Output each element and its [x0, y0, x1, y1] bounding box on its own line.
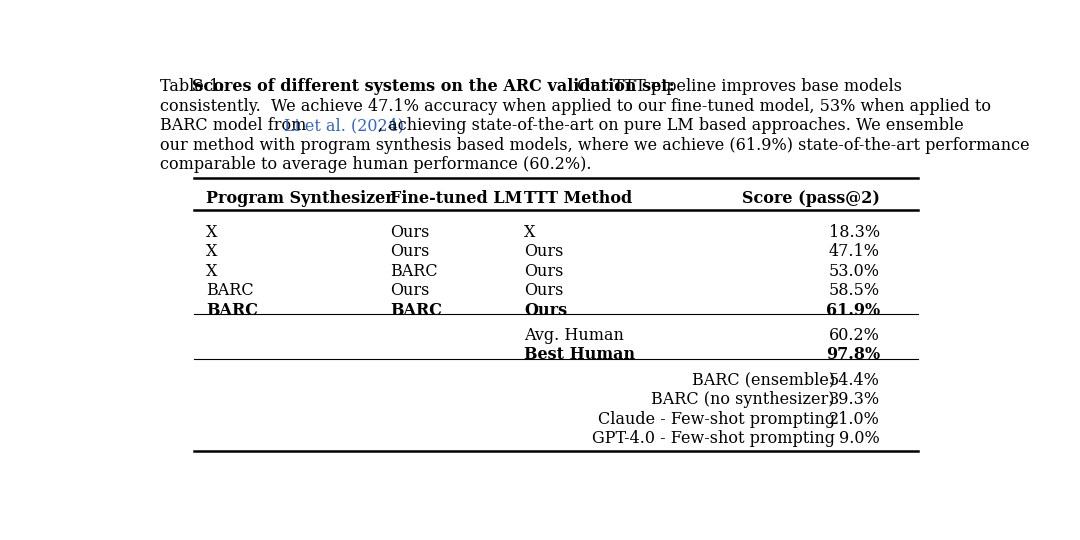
Text: BARC: BARC [206, 302, 258, 319]
Text: BARC: BARC [206, 282, 254, 299]
Text: 60.2%: 60.2% [829, 327, 880, 344]
Text: Ours: Ours [390, 224, 430, 241]
Text: Ours: Ours [524, 302, 567, 319]
Text: Li et al. (2024): Li et al. (2024) [284, 117, 404, 134]
Text: Program Synthesizer: Program Synthesizer [206, 191, 394, 207]
Text: 53.0%: 53.0% [829, 263, 880, 280]
Text: BARC model from: BARC model from [160, 117, 312, 134]
Text: BARC (no synthesizer): BARC (no synthesizer) [651, 391, 835, 408]
Text: our method with program synthesis based models, where we achieve (61.9%) state-o: our method with program synthesis based … [160, 137, 1029, 154]
Text: Best Human: Best Human [524, 346, 635, 363]
Text: Ours: Ours [390, 243, 430, 260]
Text: 39.3%: 39.3% [828, 391, 880, 408]
Text: 21.0%: 21.0% [829, 411, 880, 428]
Text: 97.8%: 97.8% [826, 346, 880, 363]
Text: 54.4%: 54.4% [829, 372, 880, 389]
Text: 47.1%: 47.1% [829, 243, 880, 260]
Text: consistently.  We achieve 47.1% accuracy when applied to our fine-tuned model, 5: consistently. We achieve 47.1% accuracy … [160, 98, 991, 114]
Text: GPT-4.0 - Few-shot prompting: GPT-4.0 - Few-shot prompting [592, 430, 835, 447]
Text: 9.0%: 9.0% [839, 430, 880, 447]
Text: X: X [206, 263, 217, 280]
Text: Ours: Ours [524, 282, 564, 299]
Text: X: X [206, 224, 217, 241]
Text: X: X [524, 224, 536, 241]
Text: , achieving state-of-the-art on pure LM based approaches. We ensemble: , achieving state-of-the-art on pure LM … [378, 117, 963, 134]
Text: Claude - Few-shot prompting: Claude - Few-shot prompting [597, 411, 835, 428]
Text: Score (pass@2): Score (pass@2) [742, 191, 880, 207]
Text: 18.3%: 18.3% [828, 224, 880, 241]
Text: Scores of different systems on the ARC validation set:: Scores of different systems on the ARC v… [192, 78, 675, 95]
Text: Fine-tuned LM: Fine-tuned LM [390, 191, 523, 207]
Text: BARC: BARC [390, 263, 437, 280]
Text: Table 1:: Table 1: [160, 78, 230, 95]
Text: BARC (ensemble): BARC (ensemble) [691, 372, 835, 389]
Text: comparable to average human performance (60.2%).: comparable to average human performance … [160, 156, 592, 173]
Text: Avg. Human: Avg. Human [524, 327, 624, 344]
Text: BARC: BARC [390, 302, 443, 319]
Text: Ours: Ours [390, 282, 430, 299]
Text: 61.9%: 61.9% [826, 302, 880, 319]
Text: X: X [206, 243, 217, 260]
Text: 58.5%: 58.5% [828, 282, 880, 299]
Text: Our TTT pipeline improves base models: Our TTT pipeline improves base models [572, 78, 902, 95]
Text: Ours: Ours [524, 243, 564, 260]
Text: Ours: Ours [524, 263, 564, 280]
Text: TTT Method: TTT Method [524, 191, 633, 207]
